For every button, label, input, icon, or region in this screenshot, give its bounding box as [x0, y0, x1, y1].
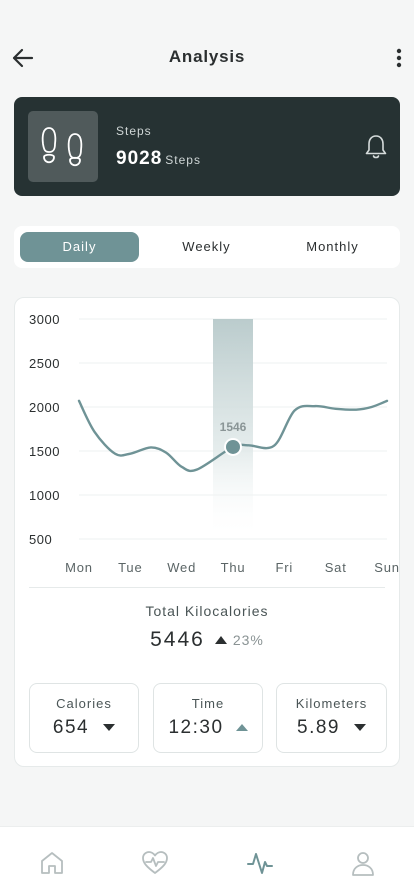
x-tick-label: Thu [221, 560, 246, 575]
divider [29, 587, 385, 588]
period-tabs: Daily Weekly Monthly [14, 226, 400, 268]
y-tick-label: 1500 [29, 444, 60, 459]
steps-line-chart: 3000 2500 2000 1500 1000 500 1546 Mon Tue Wed Thu F… [29, 312, 400, 575]
steps-unit: Steps [165, 153, 201, 167]
calories-stat[interactable]: Calories 654 [29, 683, 139, 753]
x-tick-label: Mon [65, 560, 93, 575]
y-tick-label: 500 [29, 532, 52, 547]
x-tick-label: Fri [276, 560, 294, 575]
home-icon[interactable] [38, 849, 66, 877]
time-stat[interactable]: Time 12:30 [153, 683, 263, 753]
y-tick-label: 1000 [29, 488, 60, 503]
time-value-row: 12:30 [154, 717, 262, 739]
more-options-icon[interactable] [392, 45, 406, 71]
kilometers-value-row: 5.89 [277, 717, 386, 739]
x-tick-label: Sun [374, 560, 400, 575]
activity-icon[interactable] [246, 849, 274, 877]
highlight-point [226, 439, 240, 454]
kilometers-label: Kilometers [295, 696, 368, 711]
page-title: Analysis [168, 47, 246, 66]
header: Analysis [0, 0, 414, 96]
calories-label: Calories [56, 696, 112, 711]
highlight-column [213, 319, 253, 539]
tab-monthly[interactable]: Monthly [306, 239, 359, 254]
bell-icon[interactable] [364, 133, 388, 161]
profile-icon[interactable] [349, 849, 377, 877]
calories-value-row: 654 [30, 717, 138, 739]
footprints-box [28, 111, 98, 182]
kilometers-value: 5.89 [297, 717, 340, 738]
steps-label: Steps [116, 124, 152, 138]
bottom-nav [0, 826, 414, 896]
x-tick-label: Sat [325, 560, 347, 575]
total-kilocalories-row: 5446 23% [15, 628, 399, 652]
footprints-icon [41, 126, 83, 166]
caret-down-icon [353, 724, 366, 732]
time-value: 12:30 [168, 717, 224, 738]
back-arrow-icon[interactable] [10, 45, 36, 71]
steps-value: 9028 Steps [116, 148, 201, 170]
calories-value: 654 [52, 717, 90, 738]
time-label: Time [191, 696, 225, 711]
y-tick-label: 2000 [29, 400, 60, 415]
steps-card: Steps 9028 Steps [14, 97, 400, 196]
total-kilocalories-label: Total Kilocalories [145, 603, 269, 619]
steps-count: 9028 [116, 148, 163, 169]
x-tick-label: Tue [118, 560, 142, 575]
increase-arrow-icon [214, 636, 227, 644]
kilocalories-change: 23% [232, 632, 264, 648]
kilometers-stat[interactable]: Kilometers 5.89 [276, 683, 387, 753]
heart-pulse-icon[interactable] [141, 849, 169, 877]
y-tick-label: 2500 [29, 356, 60, 371]
highlight-value-label: 1546 [220, 420, 247, 434]
tab-weekly[interactable]: Weekly [182, 239, 231, 254]
y-tick-label: 3000 [29, 312, 60, 327]
tab-daily[interactable]: Daily [20, 232, 139, 262]
chart-card: 3000 2500 2000 1500 1000 500 1546 Mon Tue Wed Thu F… [14, 297, 400, 767]
caret-down-icon [103, 724, 116, 732]
total-kilocalories-value: 5446 [150, 628, 205, 651]
x-tick-label: Wed [167, 560, 196, 575]
caret-up-icon [235, 724, 248, 732]
